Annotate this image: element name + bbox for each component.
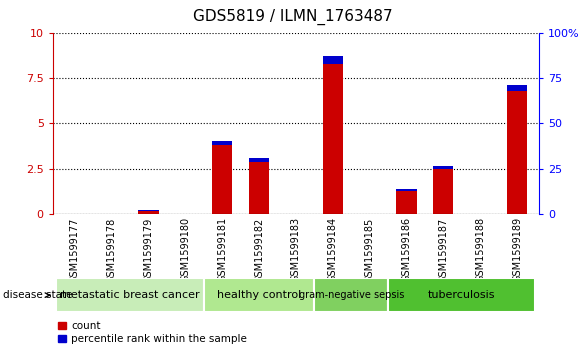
Text: GSM1599182: GSM1599182 bbox=[254, 217, 264, 283]
Bar bbox=[249, 162, 269, 214]
Bar bbox=[396, 191, 417, 214]
Bar bbox=[56, 278, 204, 312]
Text: GSM1599188: GSM1599188 bbox=[475, 217, 485, 282]
Text: GSM1599187: GSM1599187 bbox=[438, 217, 448, 283]
Text: GSM1599178: GSM1599178 bbox=[107, 217, 117, 283]
Text: GSM1599177: GSM1599177 bbox=[70, 217, 80, 283]
Bar bbox=[212, 145, 233, 214]
Text: gram-negative sepsis: gram-negative sepsis bbox=[298, 290, 404, 300]
Text: GSM1599183: GSM1599183 bbox=[291, 217, 301, 282]
Text: tuberculosis: tuberculosis bbox=[428, 290, 496, 300]
Bar bbox=[314, 278, 388, 312]
Text: GSM1599186: GSM1599186 bbox=[401, 217, 411, 282]
Bar bbox=[212, 141, 233, 145]
Text: GSM1599181: GSM1599181 bbox=[217, 217, 227, 282]
Bar bbox=[396, 189, 417, 191]
Bar bbox=[433, 169, 454, 214]
Text: GSM1599179: GSM1599179 bbox=[144, 217, 154, 283]
Text: healthy control: healthy control bbox=[217, 290, 301, 300]
Text: disease state: disease state bbox=[3, 290, 73, 301]
Bar bbox=[507, 85, 527, 91]
Bar bbox=[323, 64, 343, 214]
Text: GSM1599185: GSM1599185 bbox=[364, 217, 374, 283]
Bar bbox=[204, 278, 314, 312]
Text: GDS5819 / ILMN_1763487: GDS5819 / ILMN_1763487 bbox=[193, 9, 393, 25]
Text: GSM1599189: GSM1599189 bbox=[512, 217, 522, 282]
Bar bbox=[249, 158, 269, 162]
Bar bbox=[388, 278, 536, 312]
Bar bbox=[138, 211, 159, 214]
Bar bbox=[138, 210, 159, 211]
Bar bbox=[507, 91, 527, 214]
Legend: count, percentile rank within the sample: count, percentile rank within the sample bbox=[58, 321, 247, 344]
Bar bbox=[323, 56, 343, 64]
Text: GSM1599180: GSM1599180 bbox=[180, 217, 190, 282]
Bar bbox=[433, 166, 454, 169]
Text: metastatic breast cancer: metastatic breast cancer bbox=[60, 290, 200, 300]
Text: GSM1599184: GSM1599184 bbox=[328, 217, 338, 282]
